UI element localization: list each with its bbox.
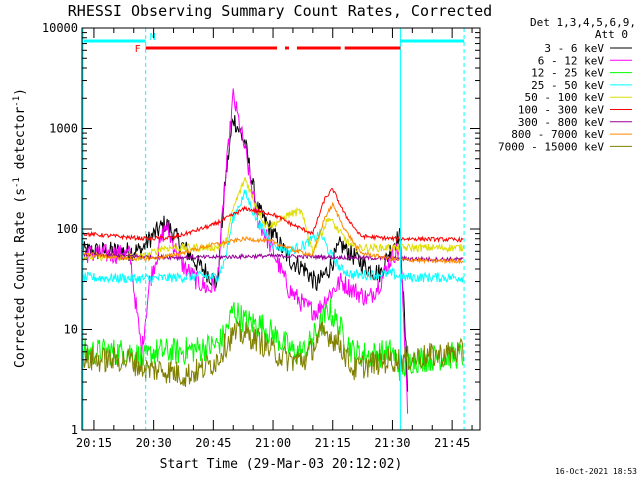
series-line-2 — [82, 298, 464, 381]
y-axis-label-sup1: -1 — [12, 177, 22, 188]
legend-label: 3 - 6 keV — [544, 42, 604, 55]
legend-label: 7000 - 15000 keV — [498, 140, 604, 153]
axes: 1 10 100 1000 10000 20:15 20:30 20:45 21:00 21:15… — [42, 21, 481, 450]
y-tick-label: 10 — [64, 323, 78, 337]
flare-marker-label: F — [135, 44, 141, 55]
y-tick-label: 1 — [71, 423, 78, 437]
legend-label: 50 - 100 keV — [525, 91, 605, 104]
legend-label: 100 - 300 keV — [518, 104, 604, 117]
night-marker-label: N — [150, 32, 156, 43]
y-axis-label-part2: detector — [13, 107, 28, 178]
legend-label: 800 - 7000 keV — [511, 128, 604, 141]
y-axis-label: Corrected Count Rate (s-1 detector-1) — [12, 88, 28, 368]
x-tick-label: 20:30 — [136, 436, 172, 450]
y-axis-label-sup2: -1 — [12, 96, 22, 107]
x-tick-label: 21:00 — [255, 436, 291, 450]
y-tick-label: 100 — [56, 222, 78, 236]
y-tick-label: 1000 — [49, 122, 78, 136]
legend-label: 6 - 12 keV — [538, 54, 605, 67]
detectors-label: Det 1,3,4,5,6,9, — [530, 16, 636, 29]
y-axis-label-part3: ) — [13, 88, 28, 96]
attenuator-label: Att 0 — [595, 28, 628, 41]
observing-markers: NF — [82, 28, 465, 430]
x-axis-label: Start Time (29-Mar-03 20:12:02) — [160, 457, 403, 472]
legend-label: 12 - 25 keV — [531, 67, 604, 80]
chart-title: RHESSI Observing Summary Count Rates, Co… — [68, 2, 492, 20]
legend-label: 25 - 50 keV — [531, 79, 604, 92]
x-tick-label: 20:45 — [195, 436, 231, 450]
y-axis-label-part1: Corrected Count Rate (s — [13, 188, 28, 368]
x-tick-label: 21:45 — [434, 436, 470, 450]
x-tick-label: 21:30 — [374, 436, 410, 450]
legend-label: 300 - 800 keV — [518, 116, 604, 129]
x-tick-label: 21:15 — [315, 436, 351, 450]
x-tick-label: 20:15 — [76, 436, 112, 450]
series-line-1 — [82, 88, 409, 414]
y-tick-label: 10000 — [42, 21, 78, 35]
generation-timestamp: 16-Oct-2021 18:53 — [555, 467, 637, 476]
